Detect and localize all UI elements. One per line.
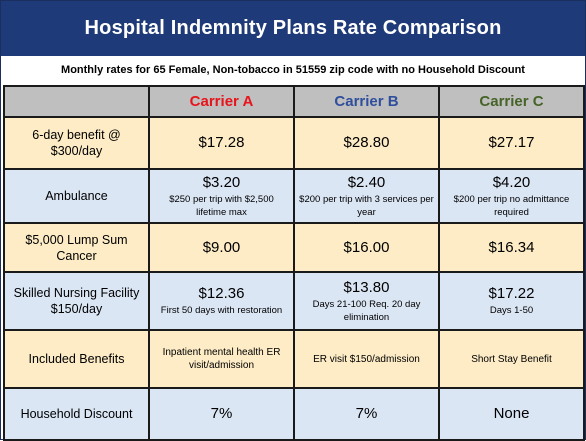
table-row: Ambulance $3.20 $250 per trip with $2,50… (3, 168, 585, 224)
row-label: Skilled Nursing Facility $150/day (3, 271, 150, 331)
cell-carrier-a: $9.00 (148, 222, 295, 273)
cell-carrier-a: $17.28 (148, 116, 295, 170)
cell-note: $250 per trip with $2,500 lifetime max (169, 193, 274, 218)
cell-note: $200 per trip with 3 services per year (299, 193, 434, 218)
cell-carrier-c: Short Stay Benefit (438, 329, 585, 389)
row-label: Ambulance (3, 168, 150, 224)
table-row: Included Benefits Inpatient mental healt… (3, 329, 585, 389)
cell-price: 7% (355, 405, 378, 422)
cell-price: $28.80 (343, 134, 390, 151)
header-blank-cell (3, 85, 150, 118)
header-carrier-a: Carrier A (148, 85, 295, 118)
cell-price: None (493, 405, 530, 422)
cell-carrier-a: $12.36 First 50 days with restoration (148, 271, 295, 331)
cell-carrier-c: $17.22 Days 1-50 (438, 271, 585, 331)
sheet-title: Hospital Indemnity Plans Rate Comparison (1, 1, 585, 56)
cell-carrier-b: $13.80 Days 21-100 Req. 20 day eliminati… (293, 271, 440, 331)
cell-carrier-b: $16.00 (293, 222, 440, 273)
cell-note: Days 1-50 (489, 305, 534, 316)
cell-note: Short Stay Benefit (471, 353, 552, 365)
cell-note: First 50 days with restoration (160, 305, 283, 316)
cell-carrier-c: $16.34 (438, 222, 585, 273)
row-label: $5,000 Lump Sum Cancer (3, 222, 150, 273)
table-row: $5,000 Lump Sum Cancer $9.00 $16.00 $16.… (3, 222, 585, 273)
cell-price: $17.22 (488, 285, 535, 302)
table-row: Skilled Nursing Facility $150/day $12.36… (3, 271, 585, 331)
table-row: Household Discount 7% 7% None (3, 387, 585, 441)
cell-carrier-b: $2.40 $200 per trip with 3 services per … (293, 168, 440, 224)
cell-carrier-b: ER visit $150/admission (293, 329, 440, 389)
cell-carrier-c: $4.20 $200 per trip no admittance requir… (438, 168, 585, 224)
cell-carrier-b: 7% (293, 387, 440, 441)
cell-carrier-c: None (438, 387, 585, 441)
cell-price: $17.28 (198, 134, 245, 151)
cell-price: $27.17 (488, 134, 535, 151)
comparison-table: Carrier A Carrier B Carrier C 6-day bene… (3, 85, 585, 441)
cell-price: $2.40 (347, 173, 386, 191)
cell-note: ER visit $150/admission (313, 353, 420, 365)
cell-note: Days 21-100 Req. 20 day elimination (312, 298, 421, 323)
header-carrier-c: Carrier C (438, 85, 585, 118)
cell-carrier-a: Inpatient mental health ER visit/admissi… (148, 329, 295, 389)
cell-carrier-a: $3.20 $250 per trip with $2,500 lifetime… (148, 168, 295, 224)
cell-price: $13.80 (343, 278, 390, 296)
cell-note: Inpatient mental health ER visit/admissi… (162, 347, 281, 371)
header-carrier-b: Carrier B (293, 85, 440, 118)
cell-carrier-c: $27.17 (438, 116, 585, 170)
row-label: 6-day benefit @ $300/day (3, 116, 150, 170)
row-label: Included Benefits (3, 329, 150, 389)
cell-carrier-a: 7% (148, 387, 295, 441)
cell-price: $12.36 (198, 285, 245, 302)
cell-price: $16.00 (343, 238, 390, 256)
sheet-subtitle: Monthly rates for 65 Female, Non-tobacco… (1, 56, 585, 84)
cell-price: $9.00 (202, 238, 241, 256)
row-label: Household Discount (3, 387, 150, 441)
cell-price: $3.20 (202, 173, 241, 191)
cell-price: $4.20 (492, 173, 531, 191)
table-row: 6-day benefit @ $300/day $17.28 $28.80 $… (3, 116, 585, 170)
cell-price: 7% (210, 405, 233, 422)
cell-price: $16.34 (488, 238, 535, 256)
cell-carrier-b: $28.80 (293, 116, 440, 170)
header-row: Carrier A Carrier B Carrier C (3, 85, 585, 118)
cell-note: $200 per trip no admittance required (453, 193, 570, 218)
